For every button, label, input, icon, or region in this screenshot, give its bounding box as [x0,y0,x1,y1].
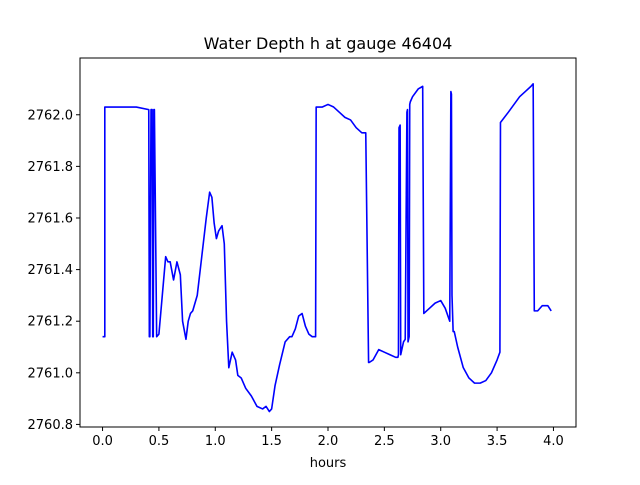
x-axis-label: hours [310,456,347,471]
x-tick-label: 3.0 [430,434,451,449]
x-tick-label: 2.0 [318,434,339,449]
y-tick-label: 2761.4 [28,263,74,278]
series-line-0 [102,83,552,413]
x-tick-label: 3.5 [487,434,508,449]
chart-title: Water Depth h at gauge 46404 [204,34,453,53]
x-tick-label: 0.0 [92,434,113,449]
y-tick-label: 2762.0 [28,108,74,123]
plot-area: 0.0 0.5 1.0 1.5 2.0 2.5 3.0 3.5 4.0 2760.8 2761.0 2… [28,57,577,449]
y-tick-label: 2761.2 [28,315,74,330]
y-tick-label: 2760.8 [28,418,74,433]
x-tick-label: 1.0 [205,434,226,449]
y-tick-label: 2761.0 [28,366,74,381]
x-tick-label: 2.5 [374,434,395,449]
x-tick-label: 1.5 [261,434,282,449]
x-tick-label: 0.5 [149,434,170,449]
y-tick-label: 2761.6 [28,211,74,226]
x-tick-label: 4.0 [543,434,564,449]
y-tick-label: 2761.8 [28,160,74,175]
